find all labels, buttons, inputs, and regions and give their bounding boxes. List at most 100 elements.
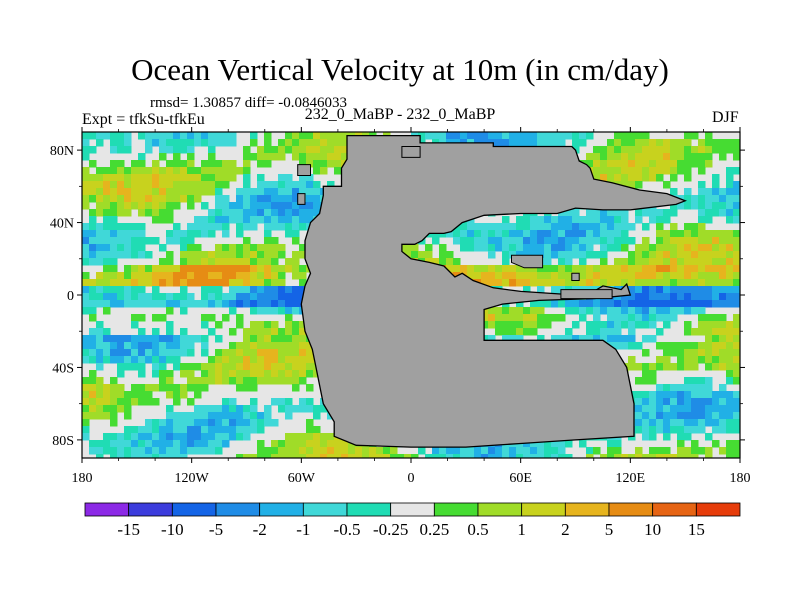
field-cell <box>208 447 216 455</box>
field-cell <box>201 202 209 210</box>
field-cell <box>271 244 279 252</box>
field-cell <box>292 202 300 210</box>
field-cell <box>187 167 195 175</box>
field-cell <box>663 139 671 147</box>
field-cell <box>726 216 734 224</box>
field-cell <box>698 195 706 203</box>
field-cell <box>250 405 258 413</box>
field-cell <box>243 363 251 371</box>
field-cell <box>257 265 265 273</box>
field-cell <box>712 265 720 273</box>
field-cell <box>607 279 615 287</box>
field-cell <box>572 209 580 217</box>
field-cell <box>670 139 678 147</box>
field-cell <box>712 279 720 287</box>
field-cell <box>719 335 727 343</box>
field-cell <box>593 223 601 231</box>
field-cell <box>152 188 160 196</box>
field-cell <box>390 447 398 455</box>
field-cell <box>138 447 146 455</box>
field-cell <box>670 146 678 154</box>
field-cell <box>250 279 258 287</box>
field-cell <box>292 146 300 154</box>
field-cell <box>229 216 237 224</box>
field-cell <box>628 314 636 322</box>
field-cell <box>159 279 167 287</box>
field-cell <box>684 293 692 301</box>
field-cell <box>614 300 622 308</box>
field-cell <box>299 349 307 357</box>
field-cell <box>103 384 111 392</box>
colorbar-swatch <box>695 502 741 517</box>
field-cell <box>586 223 594 231</box>
field-cell <box>698 377 706 385</box>
field-cell <box>425 132 433 140</box>
field-cell <box>684 146 692 154</box>
field-cell <box>467 132 475 140</box>
field-cell <box>278 356 286 364</box>
field-cell <box>677 384 685 392</box>
field-cell <box>131 384 139 392</box>
field-cell <box>201 160 209 168</box>
field-cell <box>145 237 153 245</box>
field-cell <box>691 356 699 364</box>
field-cell <box>250 426 258 434</box>
field-cell <box>537 447 545 455</box>
colorbar-label: 1 <box>517 520 526 539</box>
colorbar-swatch <box>521 502 566 517</box>
field-cell <box>243 160 251 168</box>
field-cell <box>600 321 608 329</box>
field-cell <box>103 328 111 336</box>
field-cell <box>614 244 622 252</box>
field-cell <box>306 433 314 441</box>
field-cell <box>145 454 153 458</box>
y-tick-label: 40S <box>52 361 74 376</box>
field-cell <box>537 139 545 147</box>
field-cell <box>698 272 706 280</box>
field-cell <box>138 202 146 210</box>
field-cell <box>96 349 104 357</box>
field-cell <box>502 230 510 238</box>
field-cell <box>712 391 720 399</box>
field-cell <box>124 433 132 441</box>
field-cell <box>222 251 230 259</box>
field-cell <box>628 237 636 245</box>
field-cell <box>663 405 671 413</box>
field-cell <box>719 139 727 147</box>
field-cell <box>551 265 559 273</box>
field-cell <box>285 307 293 315</box>
field-cell <box>229 405 237 413</box>
field-cell <box>299 223 307 231</box>
field-cell <box>250 258 258 266</box>
field-cell <box>453 447 461 455</box>
field-cell <box>103 440 111 448</box>
field-cell <box>264 216 272 224</box>
field-cell <box>285 356 293 364</box>
field-cell <box>558 272 566 280</box>
field-cell <box>621 258 629 266</box>
field-cell <box>614 237 622 245</box>
field-cell <box>607 335 615 343</box>
field-cell <box>173 132 181 140</box>
field-cell <box>271 209 279 217</box>
field-cell <box>159 356 167 364</box>
field-cell <box>285 363 293 371</box>
field-cell <box>124 223 132 231</box>
field-cell <box>236 230 244 238</box>
field-cell <box>194 251 202 259</box>
field-cell <box>656 251 664 259</box>
field-cell <box>278 265 286 273</box>
field-cell <box>544 314 552 322</box>
field-cell <box>705 314 713 322</box>
field-cell <box>509 279 517 287</box>
field-cell <box>194 440 202 448</box>
field-cell <box>194 412 202 420</box>
field-cell <box>229 251 237 259</box>
field-cell <box>628 286 636 294</box>
field-cell <box>187 447 195 455</box>
field-cell <box>243 202 251 210</box>
field-cell <box>299 188 307 196</box>
field-cell <box>698 139 706 147</box>
field-cell <box>96 286 104 294</box>
field-cell <box>124 237 132 245</box>
